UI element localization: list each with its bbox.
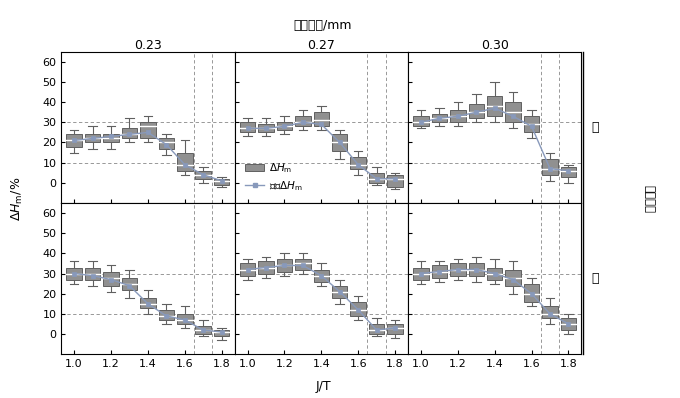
Bar — [469, 104, 484, 118]
Bar — [332, 286, 347, 298]
Bar — [277, 259, 292, 271]
Bar — [313, 269, 329, 282]
Bar — [542, 159, 558, 175]
Bar — [103, 135, 119, 142]
Bar — [258, 261, 274, 273]
Bar — [524, 116, 539, 133]
Bar — [85, 267, 101, 280]
Bar — [122, 277, 137, 290]
Text: 是: 是 — [592, 272, 599, 285]
Text: $\Delta H_\mathrm{m}$/%: $\Delta H_\mathrm{m}$/% — [10, 177, 24, 221]
Bar — [313, 112, 329, 126]
Text: 剂酶与否: 剂酶与否 — [643, 185, 656, 213]
Bar — [561, 167, 576, 177]
Title: 0.30: 0.30 — [481, 39, 509, 52]
Bar — [369, 324, 384, 334]
Bar — [67, 135, 82, 146]
Title: 0.23: 0.23 — [134, 39, 162, 52]
Bar — [542, 306, 558, 318]
Bar — [413, 116, 428, 126]
Bar — [295, 259, 311, 269]
Bar — [332, 135, 347, 150]
Bar — [450, 263, 466, 275]
Bar — [505, 102, 521, 122]
Text: J/T: J/T — [316, 380, 330, 392]
Bar — [388, 324, 403, 334]
Bar — [177, 152, 192, 171]
Bar — [140, 298, 156, 308]
Bar — [524, 284, 539, 302]
Bar — [350, 302, 366, 316]
Bar — [469, 263, 484, 275]
Bar — [158, 310, 174, 320]
Bar — [487, 96, 503, 116]
Bar — [214, 179, 229, 185]
Bar — [240, 122, 255, 133]
Bar — [195, 171, 211, 179]
Bar — [295, 116, 311, 126]
Bar — [450, 110, 466, 122]
Bar — [350, 156, 366, 169]
Bar — [277, 122, 292, 131]
Bar — [258, 124, 274, 133]
Bar — [103, 271, 119, 286]
Bar — [158, 139, 174, 148]
Bar — [388, 175, 403, 187]
Bar — [432, 114, 447, 122]
Text: 否: 否 — [592, 121, 599, 134]
Text: 试样厅度/mm: 试样厅度/mm — [294, 20, 352, 32]
Bar — [177, 314, 192, 324]
Bar — [369, 173, 384, 183]
Legend: $\Delta H_\mathrm{m}$, 平滑$\Delta H_\mathrm{m}$: $\Delta H_\mathrm{m}$, 平滑$\Delta H_\math… — [243, 159, 305, 195]
Bar — [561, 318, 576, 330]
Bar — [487, 267, 503, 280]
Bar — [432, 265, 447, 277]
Bar — [85, 135, 101, 142]
Bar — [140, 122, 156, 139]
Bar — [195, 326, 211, 334]
Title: 0.27: 0.27 — [307, 39, 335, 52]
Bar — [413, 267, 428, 280]
Bar — [214, 330, 229, 336]
Bar — [122, 129, 137, 139]
Bar — [67, 267, 82, 280]
Bar — [505, 269, 521, 286]
Bar — [240, 263, 255, 275]
